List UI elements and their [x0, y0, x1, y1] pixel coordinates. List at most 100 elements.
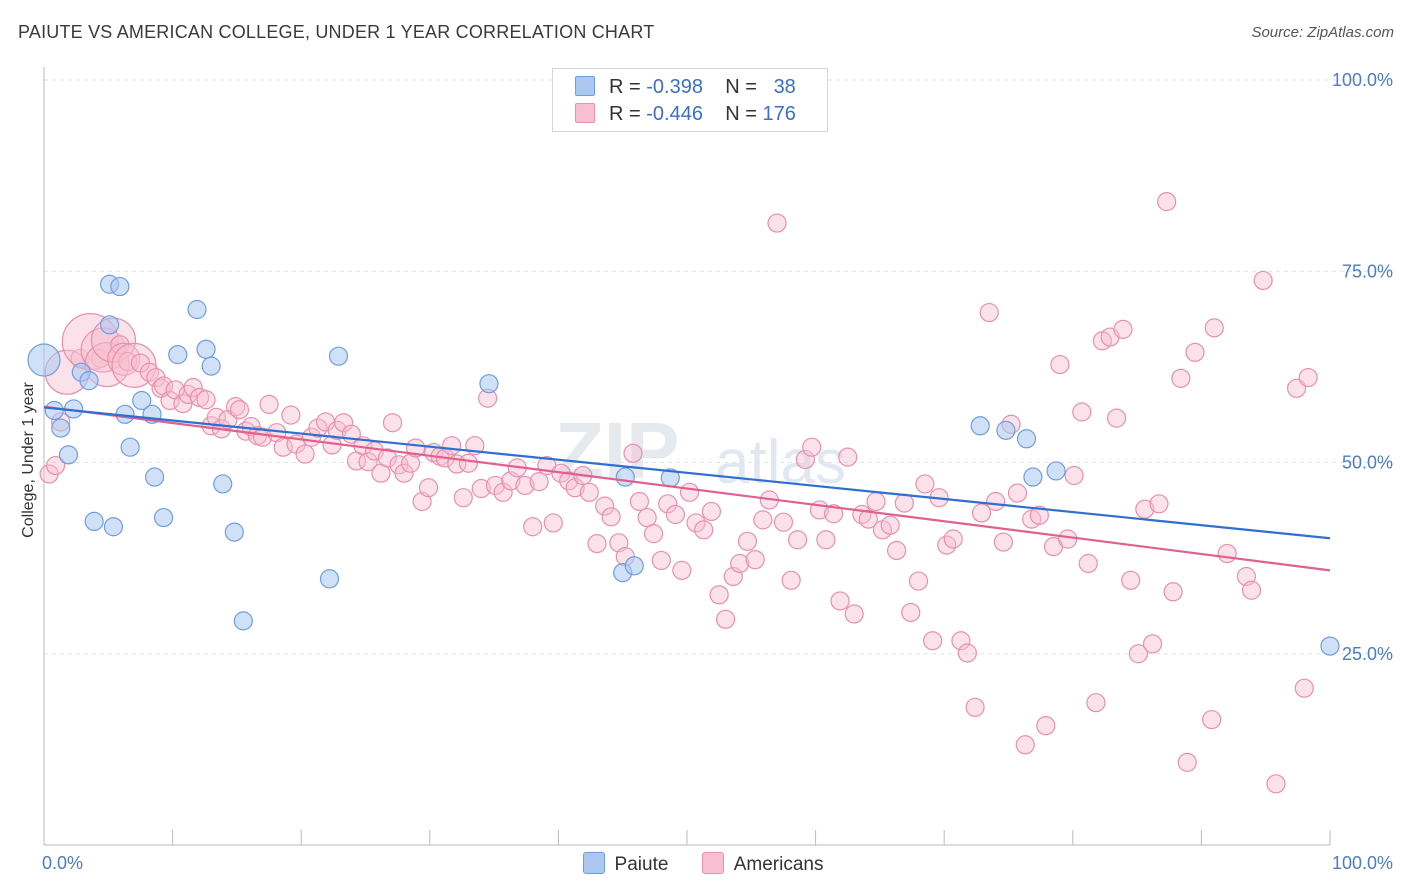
- paiute-point: [319, 569, 340, 589]
- americans-point: [458, 453, 478, 473]
- paiute-point: [1320, 636, 1340, 656]
- paiute-point: [233, 611, 253, 631]
- paiute-point: [1046, 461, 1066, 481]
- legend-r-value: -0.398: [646, 76, 703, 98]
- americans-point: [1113, 319, 1133, 339]
- y-tick-label: 25.0%: [1342, 644, 1393, 664]
- americans-point: [253, 427, 273, 447]
- legend-label-paiute: Paiute: [614, 854, 669, 875]
- paiute-point: [27, 343, 61, 377]
- americans-point: [773, 512, 794, 532]
- americans-point: [327, 420, 347, 440]
- americans-point: [637, 507, 657, 528]
- y-axis-label: College, Under 1 year: [20, 382, 37, 538]
- trend-lines: [43, 405, 1331, 572]
- axes: [43, 67, 1331, 846]
- americans-point: [229, 400, 250, 420]
- paiute-swatch: [575, 76, 595, 96]
- americans-point: [753, 510, 773, 530]
- americans-point: [394, 463, 414, 483]
- paiute-point: [196, 339, 216, 359]
- tick-labels: 25.0% 50.0% 75.0% 100.0% 0.0% 100.0%: [42, 70, 1393, 873]
- americans-point: [1029, 505, 1049, 525]
- y-tick-label: 75.0%: [1342, 261, 1393, 281]
- americans-point: [579, 482, 599, 502]
- americans-point: [623, 443, 643, 463]
- americans-point: [701, 501, 722, 522]
- legend-item-paiute[interactable]: Paiute: [582, 852, 669, 876]
- americans-point: [1135, 499, 1155, 519]
- americans-point: [308, 418, 328, 438]
- paiute-point: [79, 371, 99, 391]
- americans-point: [957, 643, 977, 663]
- americans-point: [358, 452, 378, 472]
- americans-point: [1128, 644, 1148, 664]
- americans-point: [1072, 402, 1092, 422]
- americans-point: [1298, 367, 1318, 388]
- legend-r-label: R =: [609, 76, 641, 98]
- paiute-point: [110, 276, 130, 297]
- americans-point: [802, 437, 822, 457]
- americans-point: [1241, 580, 1262, 600]
- americans-point: [281, 405, 301, 425]
- source-label: Source: ZipAtlas.com: [1251, 24, 1394, 41]
- americans-point: [737, 531, 758, 551]
- americans-point: [471, 478, 491, 499]
- americans-point: [965, 697, 985, 717]
- americans-point: [686, 513, 706, 533]
- americans-point: [183, 377, 203, 398]
- americans-point: [651, 550, 671, 571]
- americans-point: [418, 478, 439, 498]
- americans-trend-line: [43, 405, 1331, 572]
- americans-point: [745, 550, 765, 570]
- americans-point: [880, 515, 900, 535]
- paiute-point: [479, 374, 499, 394]
- americans-point: [259, 394, 279, 414]
- paiute-point: [328, 346, 349, 366]
- americans-point: [377, 448, 397, 468]
- americans-point: [844, 604, 864, 624]
- americans-point: [901, 602, 921, 623]
- paiute-point: [1023, 467, 1043, 487]
- paiute-point: [99, 315, 120, 335]
- americans-point: [601, 507, 621, 527]
- paiute-point: [624, 556, 644, 576]
- americans-point: [442, 436, 462, 456]
- americans-point: [565, 478, 585, 498]
- legend-item-americans[interactable]: Americans: [701, 852, 823, 876]
- paiute-point: [615, 467, 635, 487]
- americans-point: [1171, 368, 1191, 388]
- stats-legend: R = -0.398 N = 38 R = -0.446 N = 176: [552, 68, 828, 132]
- americans-swatch: [575, 103, 595, 123]
- americans-point: [1294, 678, 1314, 698]
- americans-point: [1106, 408, 1127, 428]
- americans-point: [629, 491, 650, 512]
- americans-point: [951, 631, 971, 651]
- americans-point: [781, 570, 801, 590]
- americans-point: [894, 493, 914, 513]
- americans-point: [45, 455, 66, 476]
- x-tick-label: 0.0%: [42, 853, 83, 873]
- americans-point: [816, 530, 836, 550]
- americans-point: [993, 532, 1013, 552]
- americans-point: [709, 585, 729, 605]
- paiute-point: [970, 416, 990, 436]
- americans-point: [1202, 709, 1222, 730]
- y-tick-label: 100.0%: [1332, 70, 1393, 90]
- paiute-trend-line: [43, 406, 1331, 540]
- americans-point: [139, 362, 160, 382]
- americans-point: [1064, 465, 1084, 486]
- americans-point: [830, 591, 850, 611]
- americans-point: [1036, 716, 1056, 736]
- americans-point: [595, 496, 615, 516]
- americans-point: [824, 504, 844, 524]
- americans-point: [1253, 270, 1273, 291]
- americans-point: [110, 335, 130, 355]
- americans-point: [767, 213, 787, 233]
- paiute-points: [27, 274, 1340, 656]
- legend-n-value: 176: [762, 103, 796, 125]
- paiute-point: [120, 437, 140, 457]
- americans-point: [1217, 543, 1237, 564]
- paiute-point: [168, 345, 188, 365]
